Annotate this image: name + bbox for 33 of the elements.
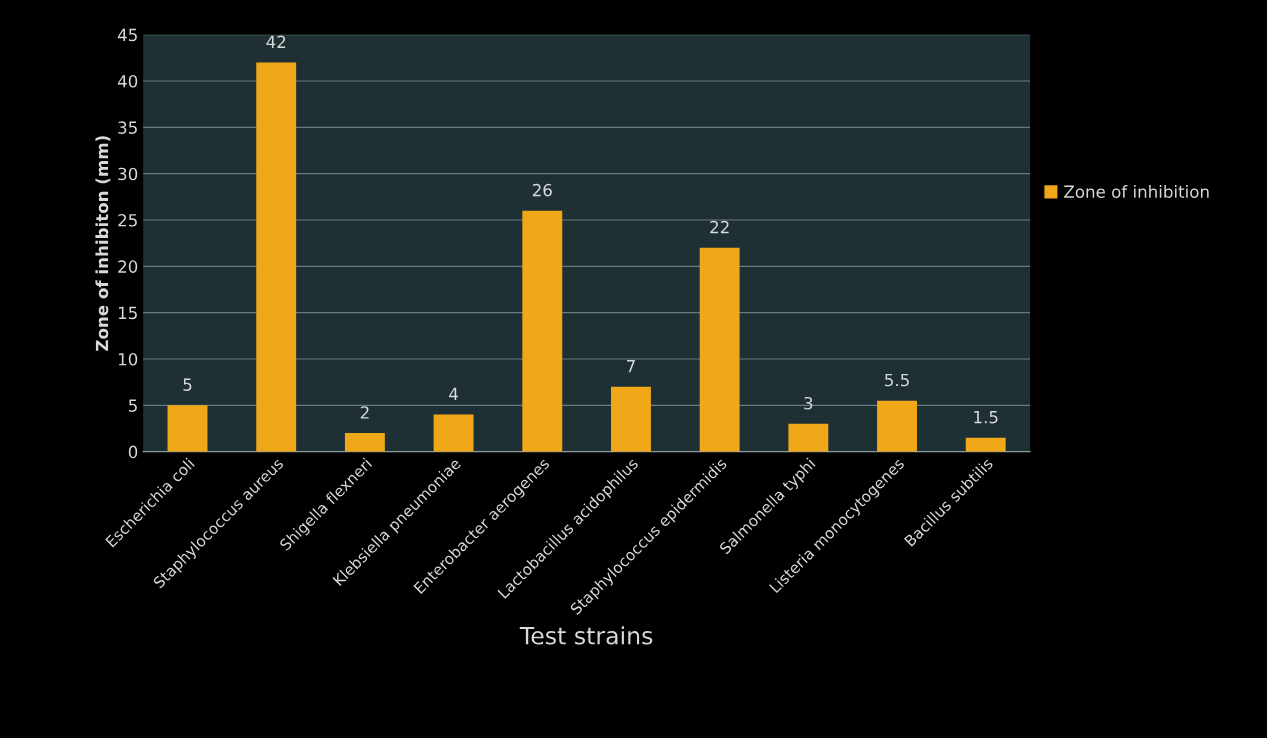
y-axis-title: Zone of inhibiton (mm) [95, 136, 111, 351]
legend-label: Zone of inhibition [1064, 185, 1209, 198]
y-tick-label: 10 [118, 352, 138, 366]
data-label: 4 [449, 387, 458, 401]
data-label: 7 [627, 360, 635, 373]
data-label: 5 [183, 378, 192, 391]
data-label: 1.5 [974, 411, 998, 424]
data-label: 5.5 [885, 373, 909, 387]
y-tick-label: 5 [128, 399, 137, 412]
bar [965, 437, 1006, 452]
y-tick-label: 15 [118, 306, 137, 320]
bar [433, 414, 474, 452]
y-tick-label: 45 [117, 28, 137, 42]
y-tick-label: 40 [117, 74, 138, 88]
bar [167, 405, 208, 452]
bar [877, 400, 917, 452]
data-label: 26 [532, 183, 552, 197]
data-label: 2 [360, 406, 369, 419]
bar [788, 423, 829, 452]
bar [344, 433, 385, 452]
y-tick-label: 25 [118, 213, 137, 227]
bar [522, 210, 563, 452]
y-tick-label: 35 [118, 121, 137, 134]
data-label: 22 [710, 220, 729, 234]
bar [611, 386, 651, 452]
y-tick-label: 0 [128, 445, 138, 459]
data-label: 42 [266, 35, 286, 48]
data-label: 3 [804, 396, 813, 410]
x-axis-title: Test strains [519, 626, 653, 645]
bar [256, 62, 297, 452]
y-tick-label: 20 [118, 260, 138, 273]
bar [699, 247, 740, 452]
y-tick-label: 30 [118, 167, 138, 181]
